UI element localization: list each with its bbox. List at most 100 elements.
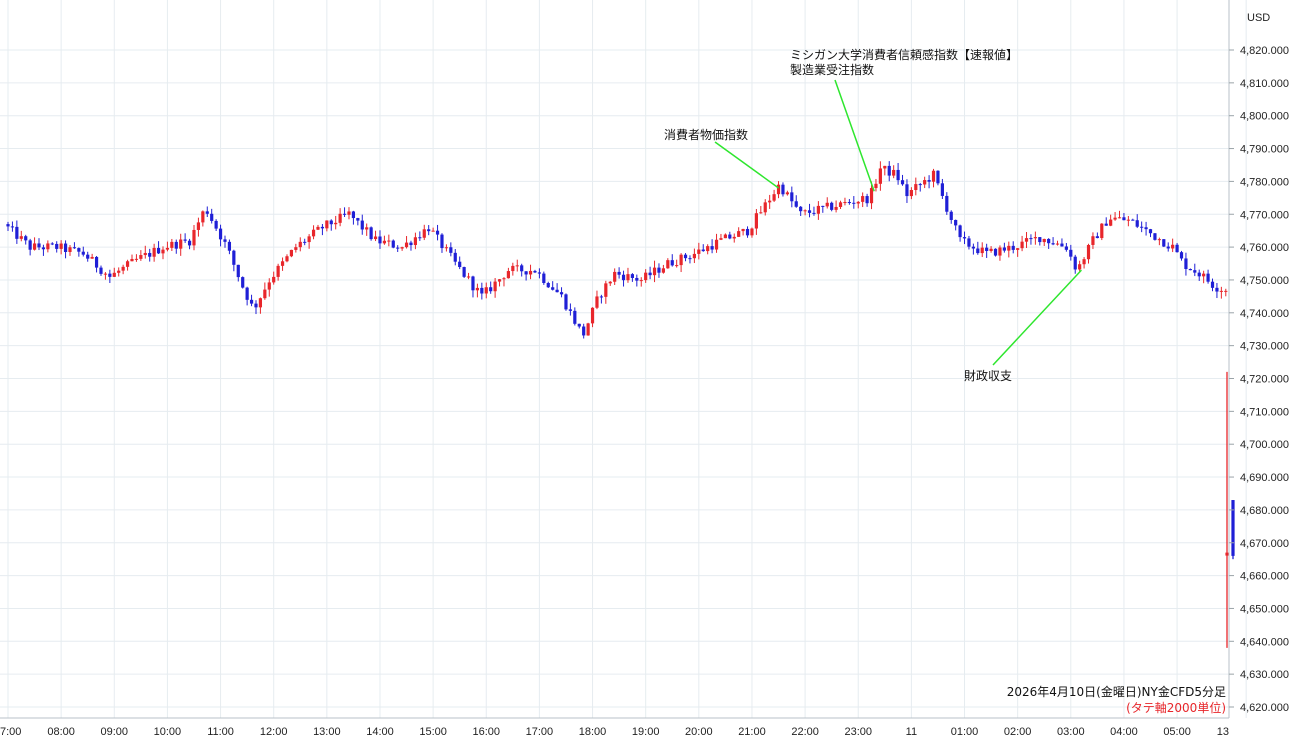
candle-body (1104, 223, 1108, 226)
candle-body (1007, 245, 1011, 251)
candle-body (1126, 219, 1130, 221)
candle-body (409, 242, 413, 246)
candle-body (134, 258, 139, 260)
candle-body (356, 218, 360, 221)
candle-body (285, 256, 289, 262)
candle-body (528, 270, 533, 275)
candle-body (192, 229, 196, 246)
candle-body (196, 222, 201, 230)
candle-body (37, 243, 41, 248)
candle-body (218, 228, 223, 240)
candle-body (750, 228, 754, 236)
y-tick-label: 4,790.000 (1240, 144, 1289, 156)
candle-body (325, 220, 329, 229)
candle-body (179, 239, 183, 249)
candle-body (732, 236, 736, 239)
candle-body (276, 265, 280, 277)
candle-body (475, 287, 480, 291)
candle-body (108, 273, 112, 277)
x-tick-label: 20:00 (685, 726, 713, 738)
y-tick-label: 4,740.000 (1240, 308, 1289, 320)
annotation-michigan: ミシガン大学消費者信頼感指数【速報値】 (790, 47, 1018, 62)
candle-body (639, 280, 643, 282)
x-tick-label: 05:00 (1163, 726, 1191, 738)
candle-body (683, 254, 688, 259)
candle-body (316, 226, 320, 230)
candle-body (790, 192, 794, 202)
candle-body (170, 241, 174, 248)
y-tick-label: 4,730.000 (1240, 341, 1289, 353)
candle-body (241, 277, 245, 288)
candle-body (644, 272, 648, 281)
candle-body (1162, 239, 1166, 247)
candle-body (551, 287, 555, 290)
candle-body (706, 246, 710, 252)
candle-body (927, 180, 931, 182)
y-tick-label: 4,750.000 (1240, 275, 1289, 287)
candle-body (1175, 244, 1179, 253)
candle-body (582, 326, 586, 336)
candle-body (307, 236, 311, 243)
candle-body (745, 228, 750, 236)
candle-body (1206, 273, 1210, 282)
candle-body (125, 261, 130, 267)
candle-body (471, 276, 475, 291)
candle-body (1202, 273, 1206, 277)
candle-body (918, 184, 922, 186)
candle-body (32, 243, 37, 250)
candle-body (121, 266, 125, 271)
candle-body (834, 206, 838, 210)
candle-body (462, 267, 466, 277)
candle-body (59, 243, 63, 249)
candle-body (546, 283, 550, 288)
y-tick-label: 4,690.000 (1240, 472, 1289, 484)
annotation-line-cpi (714, 141, 779, 189)
candle-body (559, 292, 564, 295)
y-tick-label: 4,780.000 (1240, 176, 1289, 188)
chart-caption-note: (タテ軸2000単位) (1126, 700, 1226, 715)
candle-body (236, 264, 240, 278)
candle-body (46, 243, 50, 250)
candle-body (227, 241, 232, 251)
x-tick-label: 16:00 (472, 726, 500, 738)
candle-body (803, 210, 807, 212)
x-tick-label: 14:00 (366, 726, 394, 738)
y-tick-label: 4,760.000 (1240, 242, 1289, 254)
candle-body (993, 248, 998, 256)
candle-body (1091, 236, 1095, 245)
candle-body (772, 194, 776, 201)
candle-body (466, 276, 471, 278)
candle-body (679, 254, 683, 266)
candle-body (10, 226, 15, 228)
candle-body (502, 278, 506, 280)
x-tick-label: 18:00 (579, 726, 607, 738)
candle-body (41, 247, 46, 250)
x-tick-label: 10:00 (154, 726, 182, 738)
candle-body (152, 247, 156, 257)
candle-body (311, 229, 316, 237)
candle-body (15, 226, 19, 239)
currency-label: USD (1247, 12, 1270, 24)
candle-body (90, 256, 94, 259)
candle-body (400, 247, 404, 249)
candle-body (1069, 249, 1073, 257)
candle-body (165, 247, 170, 250)
candle-body (373, 236, 378, 240)
candle-body (1073, 256, 1077, 270)
candle-body (201, 211, 205, 223)
candle-body (453, 252, 457, 262)
candle-body (697, 249, 701, 254)
candle-body (830, 202, 834, 210)
candle-body (608, 281, 612, 284)
candle-body (1002, 247, 1006, 251)
candle-body (590, 307, 595, 324)
candle-body (24, 236, 28, 241)
candle-body (985, 247, 989, 251)
candle-body (714, 239, 719, 250)
candle-body (799, 206, 803, 212)
candle-body (427, 229, 431, 232)
candle-body (99, 267, 103, 274)
candle-body (378, 236, 382, 244)
candle-body (280, 261, 285, 266)
